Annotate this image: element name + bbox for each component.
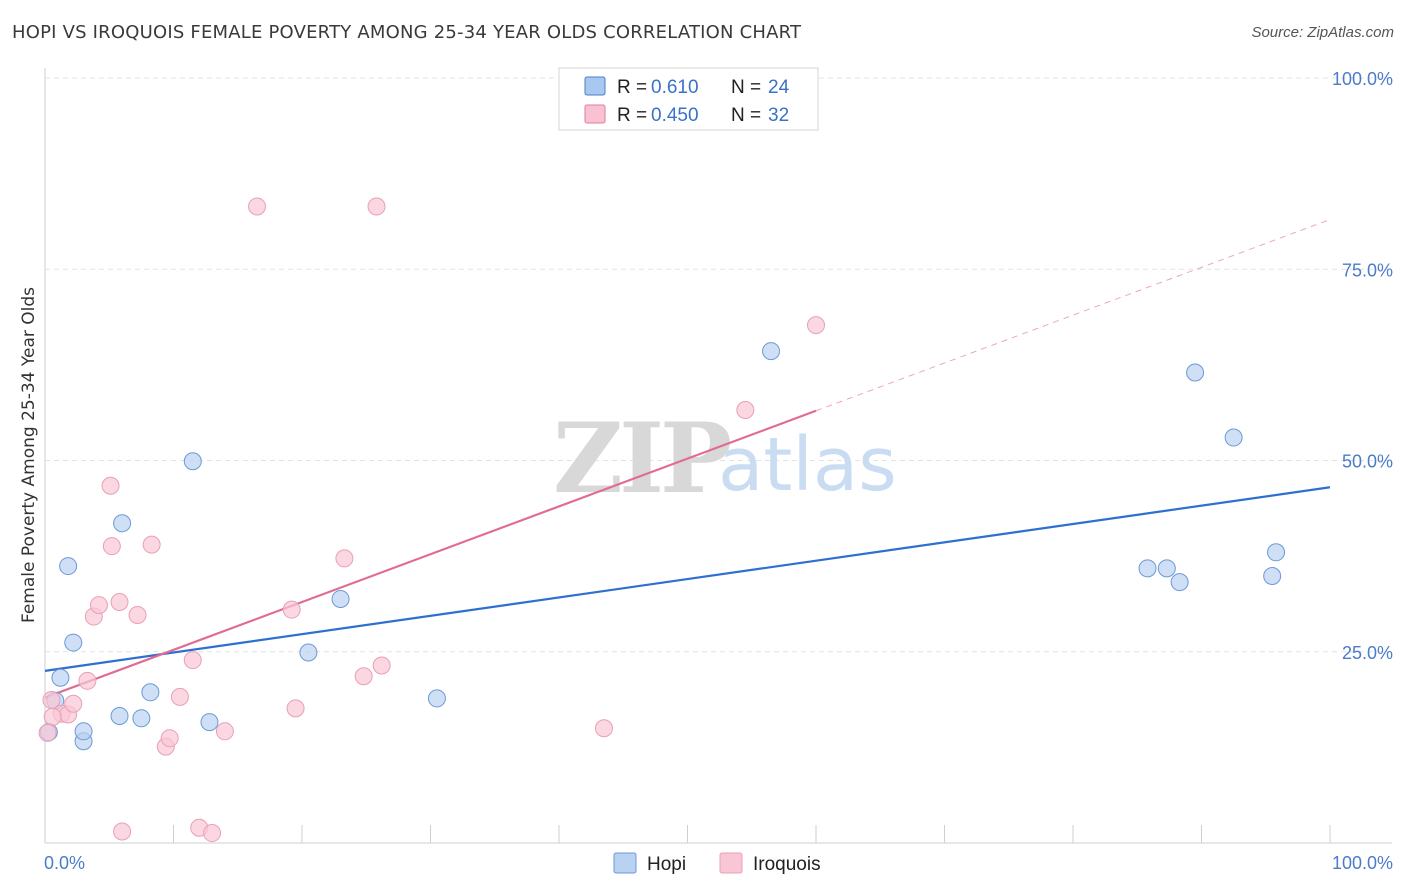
x-tick-label-right: 100.0%	[1332, 853, 1393, 873]
legend-n-value: 24	[768, 77, 790, 98]
hopi-point	[331, 589, 350, 608]
iroquois-trend-line	[44, 409, 817, 699]
data-points	[38, 197, 1286, 843]
gridlines	[45, 77, 1392, 653]
y-tick-label-25: 25.0%	[1342, 643, 1393, 663]
legend-hopi-swatch	[613, 852, 637, 874]
hopi-point	[110, 707, 129, 726]
x-tick-labels: 0.0% 100.0%	[44, 853, 1393, 873]
hopi-point	[1157, 559, 1176, 578]
hopi-point	[200, 713, 219, 732]
iroquois-point	[142, 535, 161, 554]
watermark-zip: ZIP	[553, 402, 730, 515]
chart-title: HOPI VS IROQUOIS FEMALE POVERTY AMONG 25…	[12, 22, 802, 43]
iroquois-point	[89, 596, 108, 615]
legend-iroquois-label: Iroquois	[753, 854, 821, 875]
iroquois-point	[807, 316, 825, 335]
iroquois-point	[215, 722, 234, 741]
iroquois-point	[101, 476, 120, 495]
iroquois-point	[170, 687, 189, 706]
legend-hopi-label: Hopi	[647, 854, 686, 875]
legend-r-value: 0.610	[651, 77, 699, 98]
watermark-atlas: atlas	[718, 422, 897, 508]
legend-swatch-1	[584, 104, 606, 124]
iroquois-point	[183, 651, 202, 670]
y-tick-label-75: 75.0%	[1342, 260, 1393, 280]
hopi-point	[1267, 543, 1286, 562]
iroquois-point	[282, 600, 301, 619]
hopi-point	[183, 452, 202, 471]
iroquois-point	[594, 719, 613, 738]
iroquois-point	[367, 197, 386, 216]
hopi-point	[51, 668, 70, 687]
iroquois-point	[43, 707, 62, 726]
hopi-trend-line	[44, 486, 1331, 672]
legend-n-value: 32	[768, 105, 789, 126]
iroquois-trend-extension	[815, 219, 1331, 412]
watermark: ZIP atlas	[553, 402, 897, 515]
hopi-point	[59, 557, 78, 576]
legend-correlation: R = 0.610 N = 24 R = 0.450 N = 32	[558, 67, 819, 131]
iroquois-point	[335, 549, 354, 568]
hopi-point	[74, 722, 93, 741]
iroquois-point	[38, 723, 57, 742]
iroquois-point	[286, 699, 305, 718]
hopi-point	[1224, 428, 1243, 447]
legend-swatch-0	[584, 76, 606, 96]
hopi-point	[64, 633, 83, 652]
y-tick-labels: 25.0% 50.0% 75.0% 100.0%	[1332, 69, 1393, 663]
x-tick-label-left: 0.0%	[44, 853, 85, 873]
legend-r-value: 0.450	[651, 105, 699, 126]
iroquois-point	[248, 197, 267, 216]
iroquois-point	[78, 671, 97, 690]
iroquois-point	[736, 401, 755, 420]
legend-n-label: N =	[731, 77, 761, 98]
y-tick-label-50: 50.0%	[1342, 452, 1393, 472]
hopi-point	[1170, 573, 1189, 592]
iroquois-point	[102, 537, 121, 556]
hopi-point	[427, 689, 446, 708]
source-label: Source: ZipAtlas.com	[1251, 24, 1394, 41]
hopi-point	[299, 643, 318, 662]
hopi-point	[1138, 559, 1157, 578]
trend-lines	[44, 219, 1331, 699]
y-axis-label: Female Poverty Among 25-34 Year Olds	[19, 287, 39, 623]
hopi-point	[1263, 567, 1282, 586]
iroquois-point	[110, 593, 129, 612]
iroquois-point	[160, 729, 179, 748]
legend-n-label: N =	[731, 105, 761, 126]
iroquois-point	[113, 822, 132, 841]
legend-r-label: R =	[617, 105, 647, 126]
legend-series: Hopi Iroquois	[613, 852, 821, 875]
legend-r-label: R =	[617, 77, 647, 98]
hopi-point	[132, 709, 151, 728]
hopi-point	[1186, 363, 1205, 382]
y-tick-label-100: 100.0%	[1332, 69, 1393, 89]
hopi-point	[113, 514, 132, 533]
iroquois-point	[372, 656, 391, 675]
legend-iroquois-swatch	[719, 852, 743, 874]
iroquois-point	[64, 694, 83, 713]
hopi-point	[141, 683, 160, 702]
iroquois-point	[128, 606, 147, 625]
iroquois-point	[203, 824, 222, 843]
hopi-point	[762, 342, 781, 361]
iroquois-point	[354, 667, 373, 686]
